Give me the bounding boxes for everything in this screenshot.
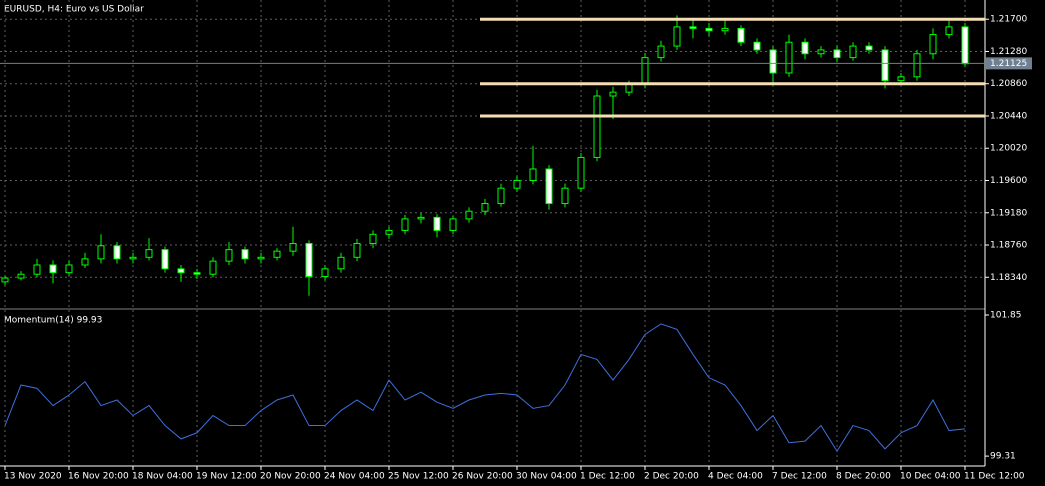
y-tick-label: 1.18340 — [990, 273, 1027, 283]
x-tick-label: 8 Dec 20:00 — [836, 472, 891, 482]
candle-body — [257, 256, 265, 260]
candle-body — [273, 250, 281, 258]
candle-body — [1, 277, 9, 283]
candle-body — [545, 168, 553, 205]
candle-body — [673, 26, 681, 47]
candle-body — [961, 26, 969, 65]
candle-body — [913, 53, 921, 78]
candle-body — [321, 268, 329, 278]
y-tick-label: 1.21700 — [990, 15, 1027, 25]
candle-body — [49, 264, 57, 274]
candle-body — [81, 258, 89, 266]
candle-body — [593, 95, 601, 158]
y-tick-label: 1.20020 — [990, 144, 1027, 154]
candle-body — [641, 57, 649, 85]
candle-body — [353, 242, 361, 258]
candle-body — [769, 49, 777, 74]
y-tick-label: 101.85 — [990, 311, 1022, 321]
candle-body — [17, 273, 25, 279]
candle-body — [737, 27, 745, 43]
candle-body — [145, 249, 153, 258]
candle-body — [929, 34, 937, 55]
candle-body — [33, 264, 41, 275]
x-tick-label: 4 Dec 04:00 — [708, 472, 763, 482]
candle-body — [449, 218, 457, 231]
y-tick-label: 1.19600 — [990, 176, 1027, 186]
x-tick-label: 30 Nov 04:00 — [516, 472, 577, 482]
candle-body — [193, 272, 201, 275]
candle-body — [289, 242, 297, 252]
candle-body — [721, 27, 729, 32]
x-tick-label: 13 Nov 2020 — [4, 472, 62, 482]
x-tick-label: 19 Nov 12:00 — [196, 472, 257, 482]
y-tick-label: 1.19180 — [990, 208, 1027, 218]
y-tick-label: 99.31 — [990, 452, 1016, 462]
y-tick-label: 1.21280 — [990, 47, 1027, 57]
x-tick-label: 20 Nov 20:00 — [260, 472, 321, 482]
candle-body — [209, 260, 217, 275]
candle-body — [129, 256, 137, 260]
candle-body — [497, 187, 505, 205]
candle-body — [625, 83, 633, 93]
candle-body — [385, 229, 393, 235]
candle-body — [337, 256, 345, 270]
candle-body — [65, 264, 73, 274]
candle-body — [177, 268, 185, 274]
chart-title: EURUSD, H4: Euro vs US Dollar — [4, 5, 144, 15]
y-tick-label: 1.20860 — [990, 79, 1027, 89]
x-tick-label: 25 Nov 12:00 — [388, 472, 449, 482]
candle-body — [753, 41, 761, 51]
x-tick-label: 18 Nov 04:00 — [132, 472, 193, 482]
price-label-box — [986, 57, 1032, 70]
price-label: 1.21125 — [990, 59, 1027, 69]
candle-body — [657, 45, 665, 59]
candle-body — [849, 45, 857, 59]
candle-body — [865, 45, 873, 51]
candle-body — [113, 245, 121, 260]
x-tick-label: 16 Nov 20:00 — [68, 472, 129, 482]
x-tick-label: 1 Dec 12:00 — [580, 472, 635, 482]
candle-body — [801, 41, 809, 55]
x-tick-label: 26 Nov 20:00 — [452, 472, 513, 482]
candle-body — [97, 245, 105, 260]
candle-body — [433, 216, 441, 231]
x-tick-label: 10 Dec 04:00 — [900, 472, 961, 482]
candle-body — [529, 168, 537, 181]
y-tick-label: 1.18760 — [990, 241, 1027, 251]
candle-body — [833, 49, 841, 59]
candle-body — [785, 41, 793, 74]
candle-body — [225, 249, 233, 262]
momentum-line — [4, 323, 966, 453]
x-tick-label: 24 Nov 04:00 — [324, 472, 385, 482]
candle-body — [689, 26, 697, 29]
y-tick-label: 1.20440 — [990, 111, 1027, 121]
candle-body — [417, 216, 425, 220]
candle-body — [945, 26, 953, 36]
candle-body — [513, 179, 521, 189]
candle-body — [881, 49, 889, 82]
candle-body — [577, 156, 585, 189]
indicator-title: Momentum(14) 99.93 — [4, 316, 102, 326]
candle-body — [465, 210, 473, 220]
candle-body — [161, 249, 169, 270]
candle-body — [481, 203, 489, 212]
x-tick-label: 2 Dec 20:00 — [644, 472, 699, 482]
x-tick-label: 7 Dec 12:00 — [772, 472, 827, 482]
candle-body — [369, 233, 377, 244]
x-tick-label: 11 Dec 12:00 — [964, 472, 1025, 482]
candle-body — [561, 187, 569, 205]
candle-body — [705, 27, 713, 32]
candle-body — [401, 218, 409, 231]
candle-body — [897, 76, 905, 82]
candle-body — [609, 91, 617, 97]
candle-body — [305, 242, 313, 278]
candle-body — [241, 249, 249, 260]
candle-body — [817, 49, 825, 55]
